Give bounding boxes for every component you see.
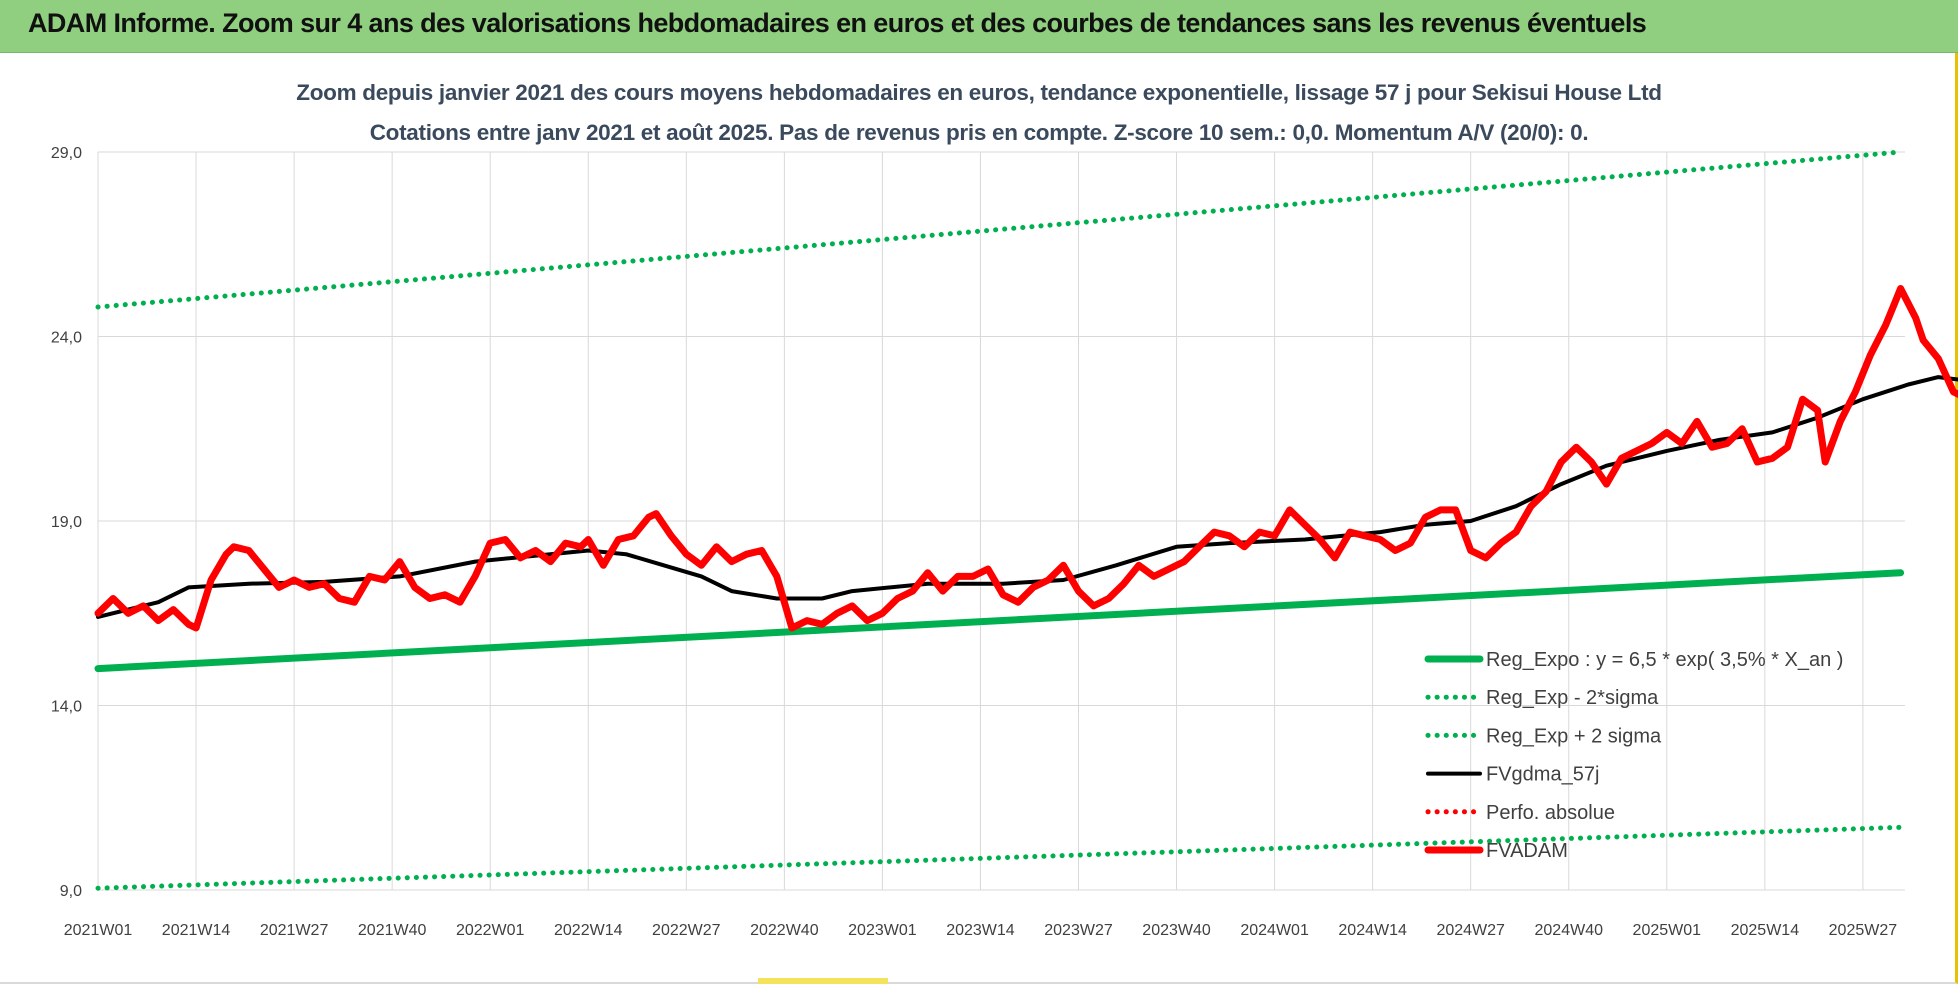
- series-line-5: [94, 285, 1958, 632]
- banner-title: ADAM Informe. Zoom sur 4 ans des valoris…: [28, 8, 1647, 38]
- x-tick-label: 2025W27: [1829, 922, 1898, 939]
- series-line-2: [95, 149, 1904, 310]
- x-tick-label: 2024W01: [1240, 922, 1309, 939]
- x-tick-label: 2025W14: [1731, 922, 1800, 939]
- x-tick-label: 2023W27: [1044, 922, 1113, 939]
- report-banner: ADAM Informe. Zoom sur 4 ans des valoris…: [0, 0, 1958, 53]
- legend-label-4: Perfo. absolue: [1486, 802, 1615, 824]
- x-axis-ticks: 2021W01 2021W14 2021W27 2021W40 2022W01 2022W…: [64, 922, 1897, 939]
- x-tick-label: 2021W27: [260, 922, 329, 939]
- x-tick-label: 2022W40: [750, 922, 819, 939]
- legend-label-1: Reg_Exp - 2*sigma: [1486, 687, 1659, 709]
- y-axis-ticks: 9,0 14,0 19,0 24,0 29,0: [51, 145, 82, 900]
- x-tick-label: 2025W01: [1633, 922, 1702, 939]
- legend-label-3: FVgdma_57j: [1486, 764, 1599, 786]
- grid-lines: [97, 151, 1905, 891]
- y-tick-label: 24,0: [51, 330, 82, 347]
- series-line-3: [96, 375, 1958, 619]
- legend-label-2: Reg_Exp + 2 sigma: [1486, 725, 1662, 747]
- y-tick-label: 14,0: [51, 699, 82, 716]
- legend-label-0: Reg_Expo : y = 6,5 * exp( 3,5% * X_an ): [1486, 649, 1843, 671]
- chart-subtitle: Cotations entre janv 2021 et août 2025. …: [369, 120, 1589, 145]
- x-tick-label: 2021W14: [162, 922, 231, 939]
- x-tick-label: 2023W40: [1142, 922, 1211, 939]
- x-tick-label: 2022W27: [652, 922, 721, 939]
- chart-title: Zoom depuis janvier 2021 des cours moyen…: [296, 80, 1662, 105]
- series-line-0: [94, 569, 1905, 673]
- y-tick-label: 29,0: [51, 145, 82, 162]
- x-tick-label: 2022W01: [456, 922, 525, 939]
- x-tick-label: 2024W40: [1535, 922, 1604, 939]
- bottom-accent: [758, 978, 888, 984]
- x-tick-label: 2021W01: [64, 922, 133, 939]
- x-tick-label: 2024W14: [1338, 922, 1407, 939]
- x-tick-label: 2022W14: [554, 922, 623, 939]
- x-tick-label: 2023W01: [848, 922, 917, 939]
- y-tick-label: 9,0: [60, 883, 82, 900]
- x-tick-label: 2023W14: [946, 922, 1015, 939]
- legend-label-5: FVADAM: [1486, 840, 1568, 862]
- y-tick-label: 19,0: [51, 514, 82, 531]
- series-layer: [94, 149, 1958, 891]
- x-tick-label: 2024W27: [1436, 922, 1505, 939]
- legend: Reg_Expo : y = 6,5 * exp( 3,5% * X_an ) R…: [1424, 649, 1843, 862]
- x-tick-label: 2021W40: [358, 922, 427, 939]
- series-line-1: [95, 824, 1904, 891]
